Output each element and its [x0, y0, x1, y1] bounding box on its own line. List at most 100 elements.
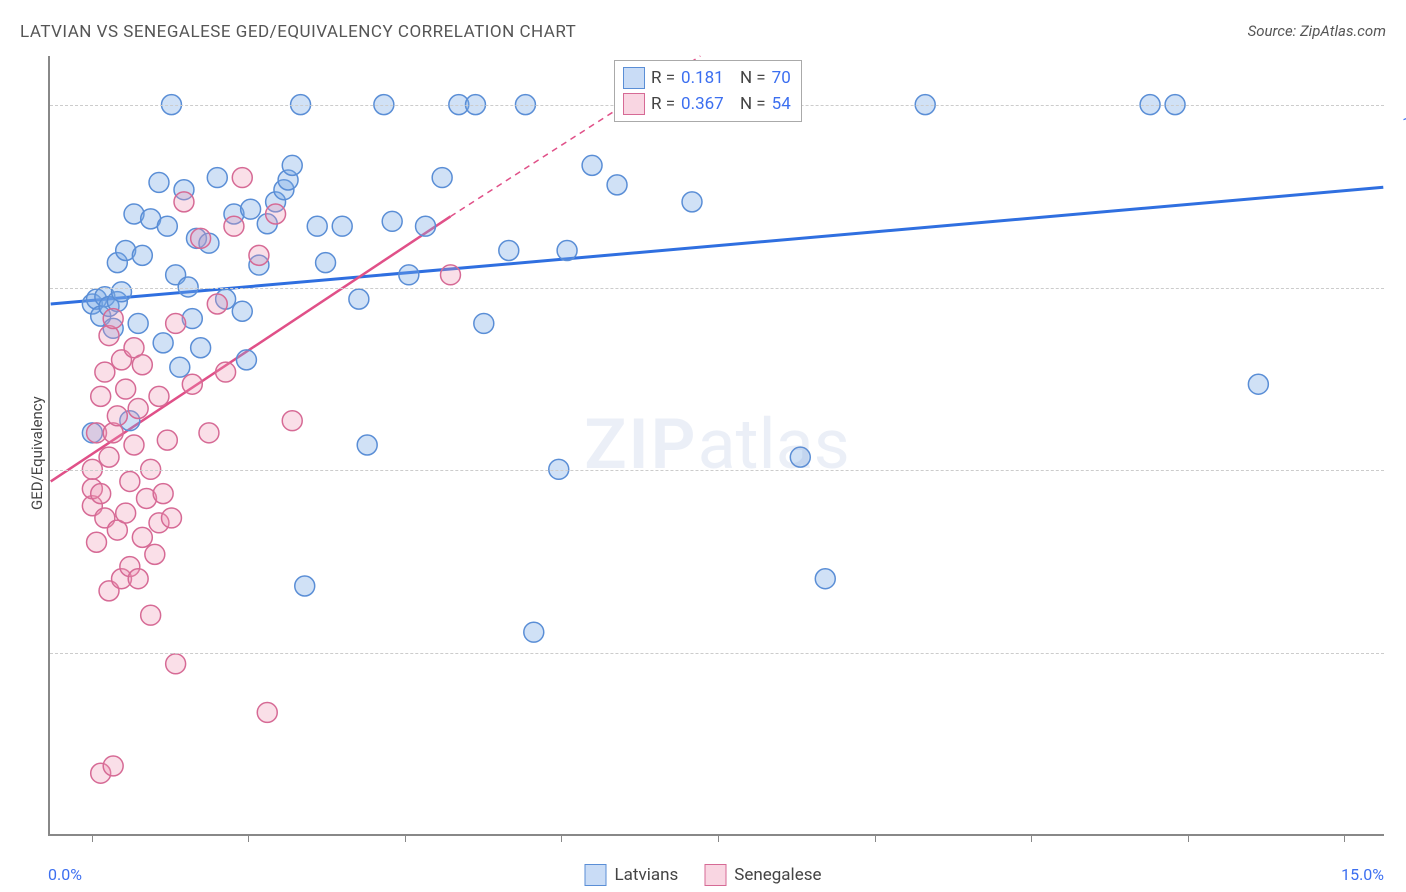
- legend-stats-row-senegalese: R = 0.367 N = 54: [623, 91, 791, 117]
- point-senegalese: [87, 532, 107, 552]
- point-latvians: [307, 216, 327, 236]
- r-value-latvians: 0.181: [681, 68, 724, 88]
- point-latvians: [682, 192, 702, 212]
- point-latvians: [316, 253, 336, 273]
- point-senegalese: [103, 756, 123, 776]
- y-tick-label: 85.0%: [1394, 479, 1406, 498]
- n-label: N =: [740, 94, 766, 114]
- gridline-h: [50, 470, 1384, 471]
- point-latvians: [191, 338, 211, 358]
- point-senegalese: [153, 484, 173, 504]
- point-latvians: [236, 350, 256, 370]
- x-tick: [405, 834, 406, 842]
- swatch-pink-icon: [623, 93, 645, 115]
- point-senegalese: [166, 313, 186, 333]
- point-latvians: [170, 357, 190, 377]
- gridline-h: [50, 653, 1384, 654]
- point-latvians: [432, 168, 452, 188]
- point-latvians: [153, 333, 173, 353]
- chart-container: LATVIAN VS SENEGALESE GED/EQUIVALENCY CO…: [0, 0, 1406, 892]
- chart-title: LATVIAN VS SENEGALESE GED/EQUIVALENCY CO…: [20, 22, 576, 42]
- point-senegalese: [207, 294, 227, 314]
- n-label: N =: [740, 68, 766, 88]
- gridline-h: [50, 288, 1384, 289]
- point-senegalese: [141, 605, 161, 625]
- x-tick: [1188, 834, 1189, 842]
- point-senegalese: [82, 459, 102, 479]
- point-senegalese: [132, 355, 152, 375]
- point-latvians: [149, 172, 169, 192]
- x-tick: [875, 834, 876, 842]
- point-latvians: [1248, 374, 1268, 394]
- point-latvians: [132, 245, 152, 265]
- point-senegalese: [257, 702, 277, 722]
- x-tick-min: 0.0%: [48, 865, 82, 884]
- y-tick-label: 92.5%: [1394, 296, 1406, 315]
- point-senegalese: [128, 569, 148, 589]
- point-latvians: [607, 175, 627, 195]
- point-senegalese: [124, 435, 144, 455]
- point-latvians: [399, 265, 419, 285]
- point-latvians: [382, 211, 402, 231]
- x-tick: [561, 834, 562, 842]
- y-tick-label: 77.5%: [1394, 662, 1406, 681]
- point-latvians: [557, 241, 577, 261]
- y-tick-label: 100.0%: [1394, 113, 1406, 132]
- point-senegalese: [95, 362, 115, 382]
- point-latvians: [582, 155, 602, 175]
- point-senegalese: [282, 411, 302, 431]
- point-latvians: [499, 241, 519, 261]
- point-senegalese: [266, 204, 286, 224]
- r-value-senegalese: 0.367: [681, 94, 724, 114]
- r-label: R =: [651, 94, 675, 114]
- point-latvians: [524, 622, 544, 642]
- point-senegalese: [141, 459, 161, 479]
- legend-label-senegalese: Senegalese: [734, 865, 821, 885]
- point-latvians: [232, 301, 252, 321]
- plot-svg: [50, 56, 1384, 834]
- legend-stats: R = 0.181 N = 70 R = 0.367 N = 54: [614, 60, 802, 122]
- point-senegalese: [249, 245, 269, 265]
- swatch-pink-icon: [704, 864, 726, 886]
- point-senegalese: [166, 654, 186, 674]
- point-senegalese: [232, 168, 252, 188]
- point-latvians: [549, 459, 569, 479]
- point-latvians: [357, 435, 377, 455]
- point-senegalese: [441, 265, 461, 285]
- point-senegalese: [216, 362, 236, 382]
- legend-series: Latvians Senegalese: [585, 864, 822, 886]
- point-senegalese: [199, 423, 219, 443]
- point-latvians: [157, 216, 177, 236]
- point-latvians: [815, 569, 835, 589]
- x-tick: [1031, 834, 1032, 842]
- swatch-blue-icon: [623, 67, 645, 89]
- point-senegalese: [91, 386, 111, 406]
- point-senegalese: [128, 399, 148, 419]
- x-tick: [248, 834, 249, 842]
- legend-item-senegalese: Senegalese: [704, 864, 821, 886]
- point-senegalese: [145, 544, 165, 564]
- swatch-blue-icon: [585, 864, 607, 886]
- x-tick-max: 15.0%: [1341, 865, 1384, 884]
- point-latvians: [207, 168, 227, 188]
- r-label: R =: [651, 68, 675, 88]
- point-latvians: [332, 216, 352, 236]
- point-senegalese: [91, 484, 111, 504]
- point-latvians: [112, 282, 132, 302]
- chart-source: Source: ZipAtlas.com: [1248, 22, 1386, 40]
- point-latvians: [128, 313, 148, 333]
- point-senegalese: [174, 192, 194, 212]
- y-axis-label: GED/Equivalency: [28, 396, 46, 510]
- point-senegalese: [191, 228, 211, 248]
- legend-stats-row-latvians: R = 0.181 N = 70: [623, 65, 791, 91]
- point-senegalese: [120, 471, 140, 491]
- point-latvians: [416, 216, 436, 236]
- plot-area: ZIPatlas 77.5%85.0%92.5%100.0%: [48, 56, 1384, 836]
- point-senegalese: [157, 430, 177, 450]
- point-senegalese: [182, 374, 202, 394]
- n-value-latvians: 70: [772, 68, 791, 88]
- point-senegalese: [116, 379, 136, 399]
- point-senegalese: [116, 503, 136, 523]
- point-latvians: [282, 155, 302, 175]
- legend-label-latvians: Latvians: [615, 865, 679, 885]
